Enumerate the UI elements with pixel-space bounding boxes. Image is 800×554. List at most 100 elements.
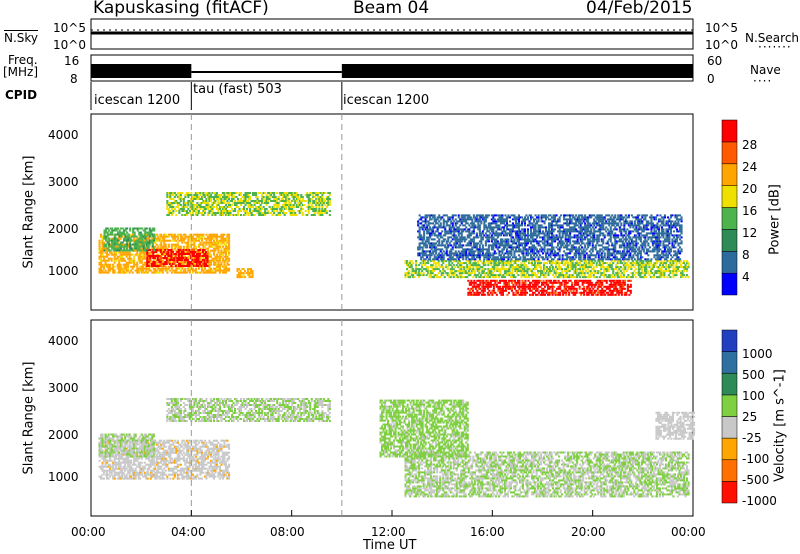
power-cell	[208, 251, 211, 254]
power-cell	[119, 257, 122, 260]
power-cell	[481, 276, 484, 279]
power-cell	[496, 266, 499, 269]
power-cell	[684, 276, 687, 279]
power-cell	[670, 270, 673, 273]
power-cell	[417, 246, 420, 249]
power-cell	[163, 237, 166, 240]
power-cell	[657, 276, 660, 279]
power-cell	[212, 196, 215, 198]
power-cell	[133, 241, 136, 244]
power-cell	[454, 230, 457, 233]
power-cell	[686, 274, 689, 277]
power-cell	[484, 226, 487, 229]
power-cell	[264, 208, 267, 210]
power-cell	[462, 228, 465, 231]
power-cell	[432, 230, 435, 233]
power-cell	[124, 245, 127, 248]
power-cell	[497, 281, 500, 284]
power-cell	[422, 260, 425, 263]
power-cell	[407, 274, 410, 277]
power-cell	[479, 266, 482, 269]
power-cell	[468, 258, 471, 261]
power-cell	[477, 254, 480, 257]
power-cell	[193, 241, 196, 244]
power-cell	[125, 263, 128, 266]
power-cell	[430, 264, 433, 267]
power-cell	[456, 240, 459, 243]
power-cell	[153, 257, 156, 259]
power-cell	[472, 230, 475, 233]
power-cell	[121, 233, 124, 236]
power-cell	[680, 264, 683, 267]
power-cell	[223, 202, 226, 204]
power-cell	[450, 236, 453, 239]
power-cell	[178, 267, 181, 270]
power-cell	[592, 274, 595, 277]
power-cell	[179, 237, 182, 240]
power-cell	[663, 260, 666, 263]
power-cell	[139, 261, 142, 264]
power-cell	[419, 262, 422, 265]
power-cell	[315, 194, 318, 196]
power-cell	[170, 253, 173, 255]
power-cell	[301, 196, 304, 198]
power-cell	[571, 283, 574, 286]
power-cell	[419, 268, 422, 271]
power-cell	[159, 261, 162, 263]
power-cell	[120, 247, 123, 250]
power-cell	[576, 268, 579, 271]
power-cell	[139, 227, 142, 230]
power-cell	[568, 285, 571, 288]
power-cell	[280, 210, 283, 212]
power-cell	[228, 204, 231, 206]
power-cell	[604, 293, 607, 296]
power-cell	[247, 194, 250, 196]
power-cell	[447, 220, 450, 223]
power-cell	[226, 237, 229, 240]
power-cell	[601, 260, 604, 263]
power-cell	[672, 272, 675, 275]
power-cell	[669, 272, 672, 275]
power-cell	[425, 266, 428, 269]
power-cell	[469, 266, 472, 269]
power-cell	[637, 262, 640, 265]
power-cell	[490, 270, 493, 273]
power-cell	[127, 269, 130, 272]
power-cell	[140, 267, 143, 270]
power-cell	[576, 260, 579, 263]
power-cell	[438, 256, 441, 259]
power-cell	[163, 245, 166, 248]
power-cell	[649, 270, 652, 273]
power-cell	[463, 276, 466, 279]
power-cell	[145, 269, 148, 272]
power-cell	[509, 272, 512, 275]
power-cell	[484, 242, 487, 245]
power-cell	[294, 196, 297, 198]
power-cell	[103, 247, 106, 250]
power-cell	[289, 208, 292, 210]
power-cell	[524, 279, 527, 282]
power-cell	[282, 212, 285, 214]
power-cell	[187, 200, 190, 202]
power-cell	[513, 293, 516, 296]
power-cell	[224, 249, 227, 252]
power-cell	[442, 222, 445, 225]
power-cell	[184, 271, 187, 274]
power-cell	[297, 194, 300, 196]
power-cell	[247, 202, 250, 204]
power-cell	[157, 237, 160, 240]
power-cell	[439, 222, 442, 225]
power-cell	[255, 196, 258, 198]
power-cell	[215, 243, 218, 246]
power-cell	[486, 291, 489, 294]
power-cell	[473, 279, 476, 282]
power-cell	[144, 249, 147, 252]
power-cell	[454, 254, 457, 257]
power-cell	[246, 202, 249, 204]
power-cell	[420, 216, 423, 219]
power-cell	[487, 230, 490, 233]
power-cell	[433, 234, 436, 237]
power-cell	[558, 262, 561, 265]
power-cell	[176, 271, 179, 274]
power-cell	[206, 196, 209, 198]
